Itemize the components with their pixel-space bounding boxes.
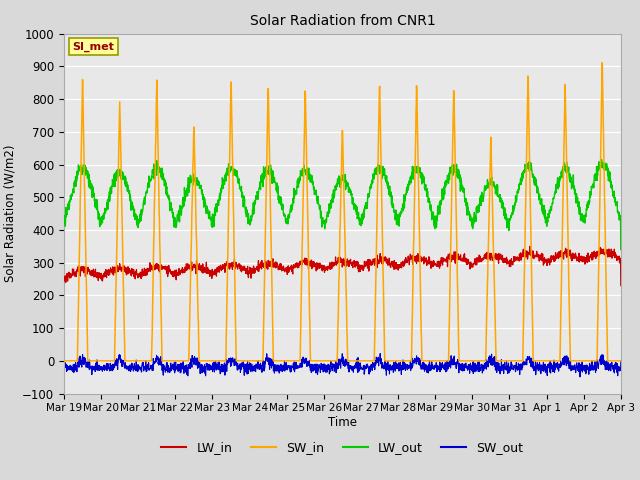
- Title: Solar Radiation from CNR1: Solar Radiation from CNR1: [250, 14, 435, 28]
- LW_in: [504, 259, 512, 264]
- SW_out: [371, 362, 378, 368]
- Line: LW_out: LW_out: [64, 159, 621, 250]
- SW_out: [584, 367, 591, 372]
- Line: LW_in: LW_in: [64, 246, 621, 286]
- Text: SI_met: SI_met: [72, 42, 114, 52]
- SW_in: [216, 358, 223, 364]
- LW_in: [371, 263, 378, 268]
- LW_out: [358, 214, 366, 220]
- LW_in: [60, 279, 68, 285]
- LW_out: [216, 194, 223, 200]
- LW_out: [371, 168, 378, 173]
- LW_out: [597, 156, 605, 162]
- SW_out: [376, 351, 384, 357]
- Line: SW_out: SW_out: [64, 354, 621, 377]
- LW_in: [526, 243, 534, 249]
- SW_in: [617, 358, 625, 364]
- SW_in: [568, 358, 575, 364]
- Y-axis label: Solar Radiation (W/m2): Solar Radiation (W/m2): [4, 145, 17, 282]
- Legend: LW_in, SW_in, LW_out, SW_out: LW_in, SW_in, LW_out, SW_out: [156, 436, 529, 459]
- LW_out: [583, 202, 591, 208]
- Line: SW_in: SW_in: [64, 63, 621, 361]
- LW_out: [568, 186, 575, 192]
- X-axis label: Time: Time: [328, 416, 357, 429]
- LW_in: [568, 258, 575, 264]
- SW_in: [598, 60, 606, 66]
- SW_out: [358, 366, 366, 372]
- SW_out: [568, 367, 575, 372]
- LW_out: [504, 216, 512, 222]
- LW_in: [584, 260, 591, 265]
- LW_in: [216, 269, 223, 275]
- LW_in: [358, 263, 366, 268]
- SW_in: [583, 358, 591, 364]
- SW_out: [576, 374, 584, 380]
- LW_in: [617, 283, 625, 288]
- LW_out: [60, 220, 68, 226]
- SW_in: [60, 358, 68, 364]
- LW_out: [617, 247, 625, 252]
- SW_in: [504, 358, 512, 364]
- SW_out: [216, 359, 223, 365]
- SW_out: [617, 358, 625, 364]
- SW_out: [504, 360, 512, 366]
- SW_in: [371, 348, 378, 353]
- SW_out: [60, 365, 68, 371]
- SW_in: [358, 358, 366, 364]
